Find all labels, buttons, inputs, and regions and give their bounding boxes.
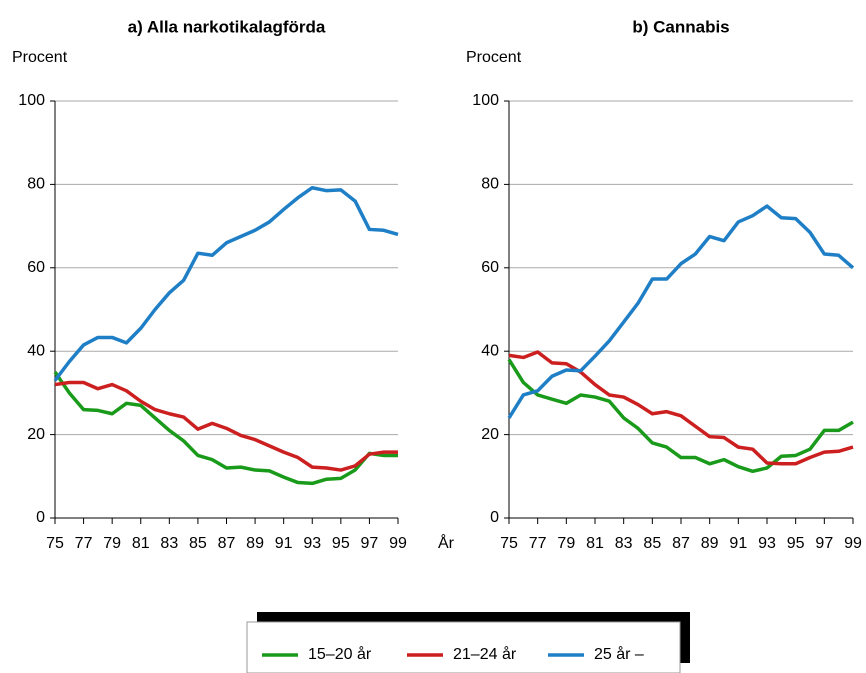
x-tick-label: 81 (132, 535, 150, 552)
x-tick-label: 99 (389, 535, 407, 552)
series-line (508, 350, 854, 466)
y-tick-label: 40 (481, 342, 499, 359)
x-tick-label: 95 (787, 535, 805, 552)
y-tick-label: 80 (481, 176, 499, 193)
x-tick-label: 87 (672, 535, 690, 552)
y-axis-label: Procent (466, 49, 522, 66)
chart-title: a) Alla narkotikalagförda (128, 17, 326, 36)
series-line (53, 371, 398, 486)
y-tick-label: 100 (18, 92, 45, 109)
x-tick-label: 89 (246, 535, 264, 552)
x-tick-label: 83 (160, 535, 178, 552)
x-tick-label: 97 (361, 535, 379, 552)
x-tick-label: 79 (557, 535, 575, 552)
x-tick-label: 85 (643, 535, 661, 552)
series-line (507, 204, 855, 419)
x-tick-label: 91 (729, 535, 747, 552)
x-tick-label: 79 (103, 535, 121, 552)
y-tick-label: 40 (27, 342, 45, 359)
x-tick-label: 75 (46, 535, 64, 552)
legend-label: 21–24 år (453, 645, 517, 663)
y-tick-label: 80 (27, 176, 45, 193)
x-tick-label: 85 (189, 535, 207, 552)
series-line (507, 358, 854, 474)
x-tick-label: 93 (303, 535, 321, 552)
y-tick-label: 0 (490, 509, 499, 526)
x-tick-label: 93 (758, 535, 776, 552)
legend-label: 25 år – (594, 645, 644, 663)
x-tick-label: 77 (75, 535, 93, 552)
legend-box (246, 621, 681, 673)
x-tick-label: 81 (586, 535, 604, 552)
x-tick-label: 91 (275, 535, 293, 552)
series-line (54, 380, 398, 472)
y-tick-label: 60 (27, 259, 45, 276)
series-line (53, 185, 399, 382)
x-tick-label: 87 (218, 535, 236, 552)
legend-label: 15–20 år (308, 645, 372, 663)
y-tick-label: 60 (481, 259, 499, 276)
x-tick-label: 95 (332, 535, 350, 552)
x-tick-label: 75 (500, 535, 518, 552)
y-tick-label: 100 (472, 92, 499, 109)
x-tick-label: 99 (844, 535, 862, 552)
y-tick-label: 20 (481, 426, 499, 443)
chart-title: b) Cannabis (632, 17, 729, 36)
x-tick-label: 89 (701, 535, 719, 552)
y-tick-label: 20 (27, 426, 45, 443)
x-axis-label: År (438, 533, 455, 552)
x-tick-label: 97 (815, 535, 833, 552)
x-tick-label: 77 (529, 535, 547, 552)
x-tick-label: 83 (615, 535, 633, 552)
y-tick-label: 0 (36, 509, 45, 526)
y-axis-label: Procent (12, 49, 68, 66)
